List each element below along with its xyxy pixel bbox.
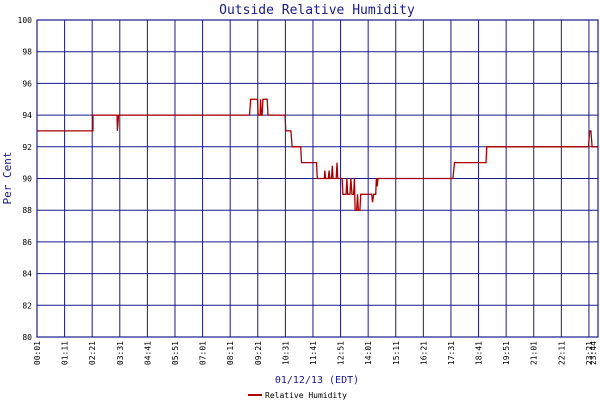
x-tick-label: 17:31 bbox=[447, 341, 456, 365]
y-tick-label: 94 bbox=[22, 111, 32, 120]
y-tick-label: 88 bbox=[22, 206, 32, 215]
x-tick-label: 21:01 bbox=[530, 341, 539, 365]
y-tick-label: 92 bbox=[22, 143, 32, 152]
x-tick-label: 08:11 bbox=[226, 341, 235, 365]
x-tick-label: 05:51 bbox=[171, 341, 180, 365]
x-tick-label: 18:41 bbox=[475, 341, 484, 365]
x-tick-label: 01:11 bbox=[61, 341, 70, 365]
x-axis-label: 01/12/13 (EDT) bbox=[275, 375, 359, 386]
plot-frame bbox=[36, 19, 599, 338]
y-tick-label: 98 bbox=[22, 48, 32, 57]
x-tick-label: 16:21 bbox=[419, 341, 428, 365]
x-tick-label: 22:11 bbox=[557, 341, 566, 365]
y-tick-label: 82 bbox=[22, 301, 32, 310]
y-tick-label: 80 bbox=[22, 333, 32, 342]
x-tick-label: 23:44 bbox=[589, 341, 598, 365]
x-tick-label: 00:01 bbox=[33, 341, 42, 365]
x-tick-label: 09:21 bbox=[254, 341, 263, 365]
x-tick-label: 11:41 bbox=[309, 341, 318, 365]
y-tick-label: 96 bbox=[22, 79, 32, 88]
x-tick-label: 15:11 bbox=[392, 341, 401, 365]
x-tick-label: 10:31 bbox=[281, 341, 290, 365]
x-tick-label: 07:01 bbox=[199, 341, 208, 365]
legend-label: Relative Humidity bbox=[265, 391, 347, 400]
x-tick-labels: 00:01 01:11 02:21 03:31 04:41 05:51 07:01 08:11… bbox=[33, 341, 598, 365]
x-tick-label: 14:01 bbox=[364, 341, 373, 365]
y-tick-label: 84 bbox=[22, 270, 32, 279]
legend: Relative Humidity bbox=[248, 391, 347, 400]
x-tick-label: 02:21 bbox=[88, 341, 97, 365]
x-tick-label: 03:31 bbox=[116, 341, 125, 365]
x-tick-label: 12:51 bbox=[337, 341, 346, 365]
y-tick-label: 100 bbox=[18, 16, 33, 25]
series-line-relative-humidity bbox=[37, 98, 598, 211]
y-tick-label: 86 bbox=[22, 238, 32, 247]
series-lines bbox=[37, 98, 598, 211]
x-tick-label: 19:51 bbox=[502, 341, 511, 365]
chart-title: Outside Relative Humidity bbox=[219, 3, 415, 18]
y-tick-label: 90 bbox=[22, 175, 32, 184]
x-tick-label: 04:41 bbox=[143, 341, 152, 365]
y-tick-labels: 80 82 84 86 88 90 92 94 96 98 100 bbox=[18, 16, 33, 342]
x-tick-label: 23:21 bbox=[585, 341, 594, 365]
y-axis-label: Per Cent bbox=[1, 152, 14, 205]
